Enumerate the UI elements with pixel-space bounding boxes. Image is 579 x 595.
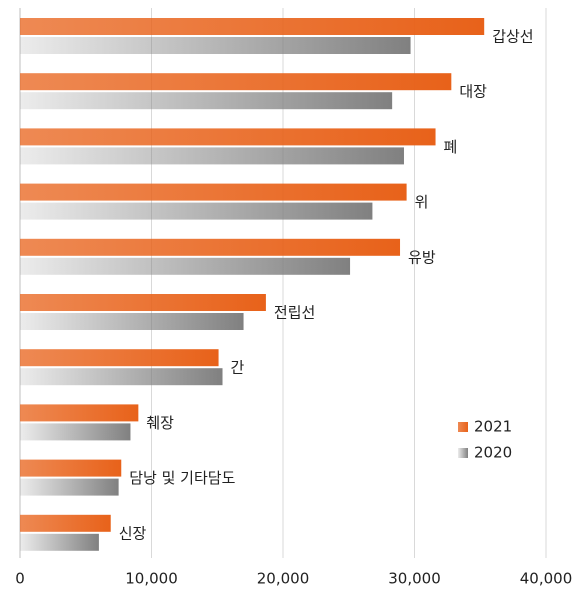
category-label: 전립선 — [274, 304, 315, 322]
legend-label: 2021 — [474, 418, 512, 436]
bar — [20, 128, 436, 146]
legend-label: 2020 — [474, 444, 512, 462]
bar — [20, 92, 393, 110]
category-label: 신장 — [119, 524, 147, 542]
bar — [20, 257, 351, 275]
bar — [20, 147, 404, 165]
legend-swatch — [458, 422, 468, 432]
x-tick-label: 10,000 — [125, 570, 178, 588]
x-tick-label: 40,000 — [520, 570, 573, 588]
category-label: 간 — [231, 359, 245, 377]
x-tick-label: 0 — [15, 570, 25, 588]
bar — [20, 18, 485, 35]
category-label: 대장 — [459, 83, 487, 101]
bar — [20, 533, 99, 551]
bar — [20, 294, 266, 311]
bar — [20, 368, 223, 386]
x-tick-label: 20,000 — [257, 570, 310, 588]
bar — [20, 238, 401, 256]
legend-swatch — [458, 448, 468, 458]
category-label: 폐 — [444, 138, 458, 156]
bar — [20, 478, 119, 496]
category-label: 위 — [415, 193, 429, 211]
category-label: 갑상선 — [492, 28, 533, 46]
bar — [20, 73, 452, 91]
bar — [20, 202, 373, 220]
bar — [20, 404, 139, 422]
bar — [20, 183, 407, 201]
bar — [20, 37, 411, 54]
category-label: 유방 — [408, 248, 436, 266]
bar — [20, 459, 122, 477]
category-label: 담낭 및 기타담도 — [129, 469, 235, 487]
x-tick-label: 30,000 — [388, 570, 441, 588]
bar — [20, 514, 111, 532]
bar — [20, 313, 244, 330]
bar — [20, 423, 131, 441]
category-label: 췌장 — [146, 414, 174, 432]
bar — [20, 349, 219, 367]
